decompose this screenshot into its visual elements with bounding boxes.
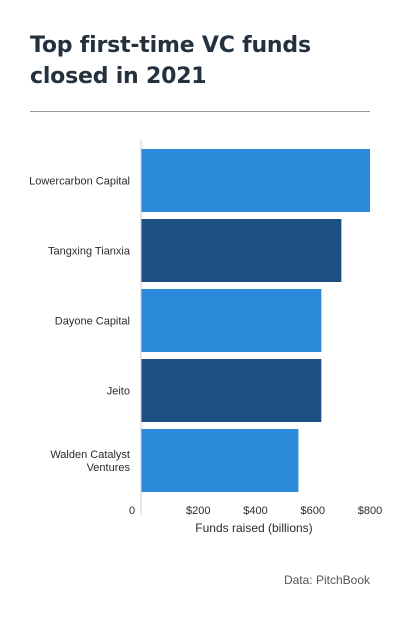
x-axis-layer: 0 $200 $400 $600 $800 [129,140,382,517]
category-label-4-line-1: Ventures [87,462,131,474]
bar-1 [141,219,342,282]
bar-0 [141,149,370,212]
bar-2 [141,289,322,352]
bar-3 [141,359,322,422]
category-label-1: Tangxing Tianxia [48,246,131,258]
category-label-4-line-0: Walden Catalyst [50,449,130,461]
bars-layer [141,149,370,492]
x-tick-label-1: $200 [186,505,210,517]
x-axis-label: Funds raised (billions) [195,521,312,535]
bar-4 [141,429,299,492]
x-tick-label-0: 0 [129,505,135,517]
x-tick-label-3: $600 [301,505,325,517]
title-divider [30,111,370,112]
x-tick-label-2: $400 [243,505,267,517]
chart-title: Top first-time VC funds closed in 2021 [30,33,311,89]
category-labels-layer: Lowercarbon Capital Tangxing Tianxia Dayon… [29,176,131,475]
category-label-3: Jeito [107,386,130,398]
x-tick-label-4: $800 [358,505,382,517]
source-note: Data: PitchBook [283,573,370,587]
category-label-2: Dayone Capital [55,316,130,328]
category-label-0: Lowercarbon Capital [29,176,130,188]
